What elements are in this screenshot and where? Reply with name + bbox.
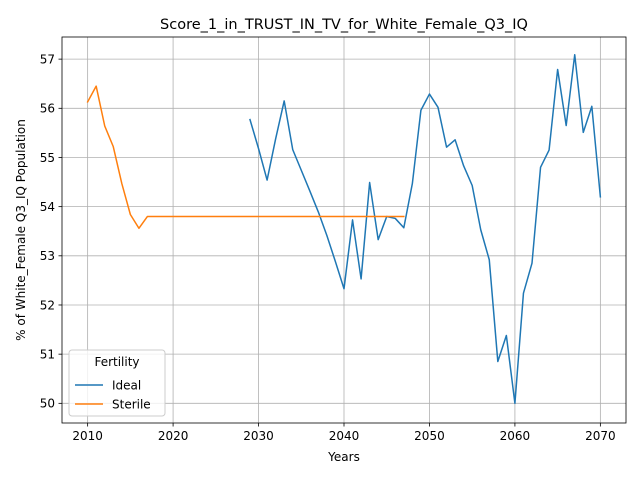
y-tick-label: 57: [40, 52, 55, 66]
legend: Fertility Ideal Sterile: [68, 349, 166, 417]
y-tick-label: 56: [40, 102, 55, 116]
legend-box: [68, 349, 166, 417]
legend-label-sterile: Sterile: [112, 397, 151, 411]
y-tick-label: 52: [40, 298, 55, 312]
y-axis-label: % of White_Female Q3_IQ Population: [14, 119, 28, 341]
chart-title: Score_1_in_TRUST_IN_TV_for_White_Female_…: [160, 17, 528, 33]
y-tick-label: 50: [40, 397, 55, 411]
x-axis-ticks: 2010 2020 2030 2040 2050 2060 2070: [72, 423, 616, 443]
x-axis-label: Years: [327, 450, 360, 464]
y-tick-label: 54: [40, 200, 55, 214]
x-tick-label: 2030: [243, 429, 274, 443]
legend-title: Fertility: [94, 355, 139, 369]
y-tick-label: 53: [40, 249, 55, 263]
y-tick-label: 51: [40, 347, 55, 361]
series-line-sterile: [86, 85, 405, 230]
series-line-ideal: [249, 53, 602, 405]
y-axis-ticks: 50 51 52 53 54 55 56 57: [40, 52, 62, 411]
series-lines: [86, 53, 602, 405]
x-tick-label: 2050: [414, 429, 445, 443]
x-tick-label: 2040: [329, 429, 360, 443]
legend-label-ideal: Ideal: [112, 378, 141, 392]
x-tick-label: 2060: [500, 429, 531, 443]
y-tick-label: 55: [40, 151, 55, 165]
x-tick-label: 2010: [72, 429, 103, 443]
x-tick-label: 2020: [158, 429, 189, 443]
x-tick-label: 2070: [585, 429, 616, 443]
